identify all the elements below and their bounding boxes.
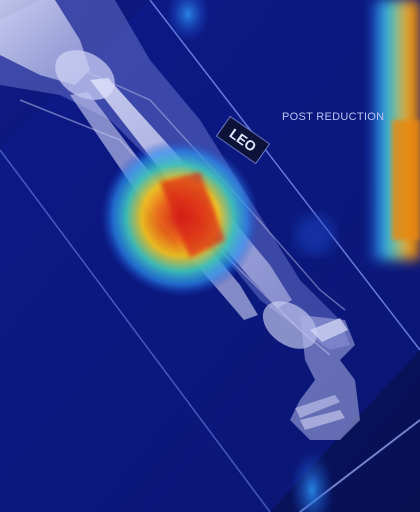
- lead-marker-box: [215, 115, 271, 165]
- post-reduction-label: POST REDUCTION: [282, 111, 385, 123]
- heat-band-right-core: [392, 120, 420, 240]
- heat-blob-mid: [295, 215, 335, 255]
- finger-bone: [295, 395, 340, 418]
- finger-bone: [300, 410, 345, 430]
- heat-spot-core: [160, 172, 225, 258]
- heat-blob-bottom: [290, 450, 334, 512]
- thumb-bone: [310, 318, 348, 342]
- cassette-edge-lower: [0, 149, 271, 512]
- cassette-edge-upper: [149, 0, 420, 351]
- heat-blob-top: [166, 0, 210, 42]
